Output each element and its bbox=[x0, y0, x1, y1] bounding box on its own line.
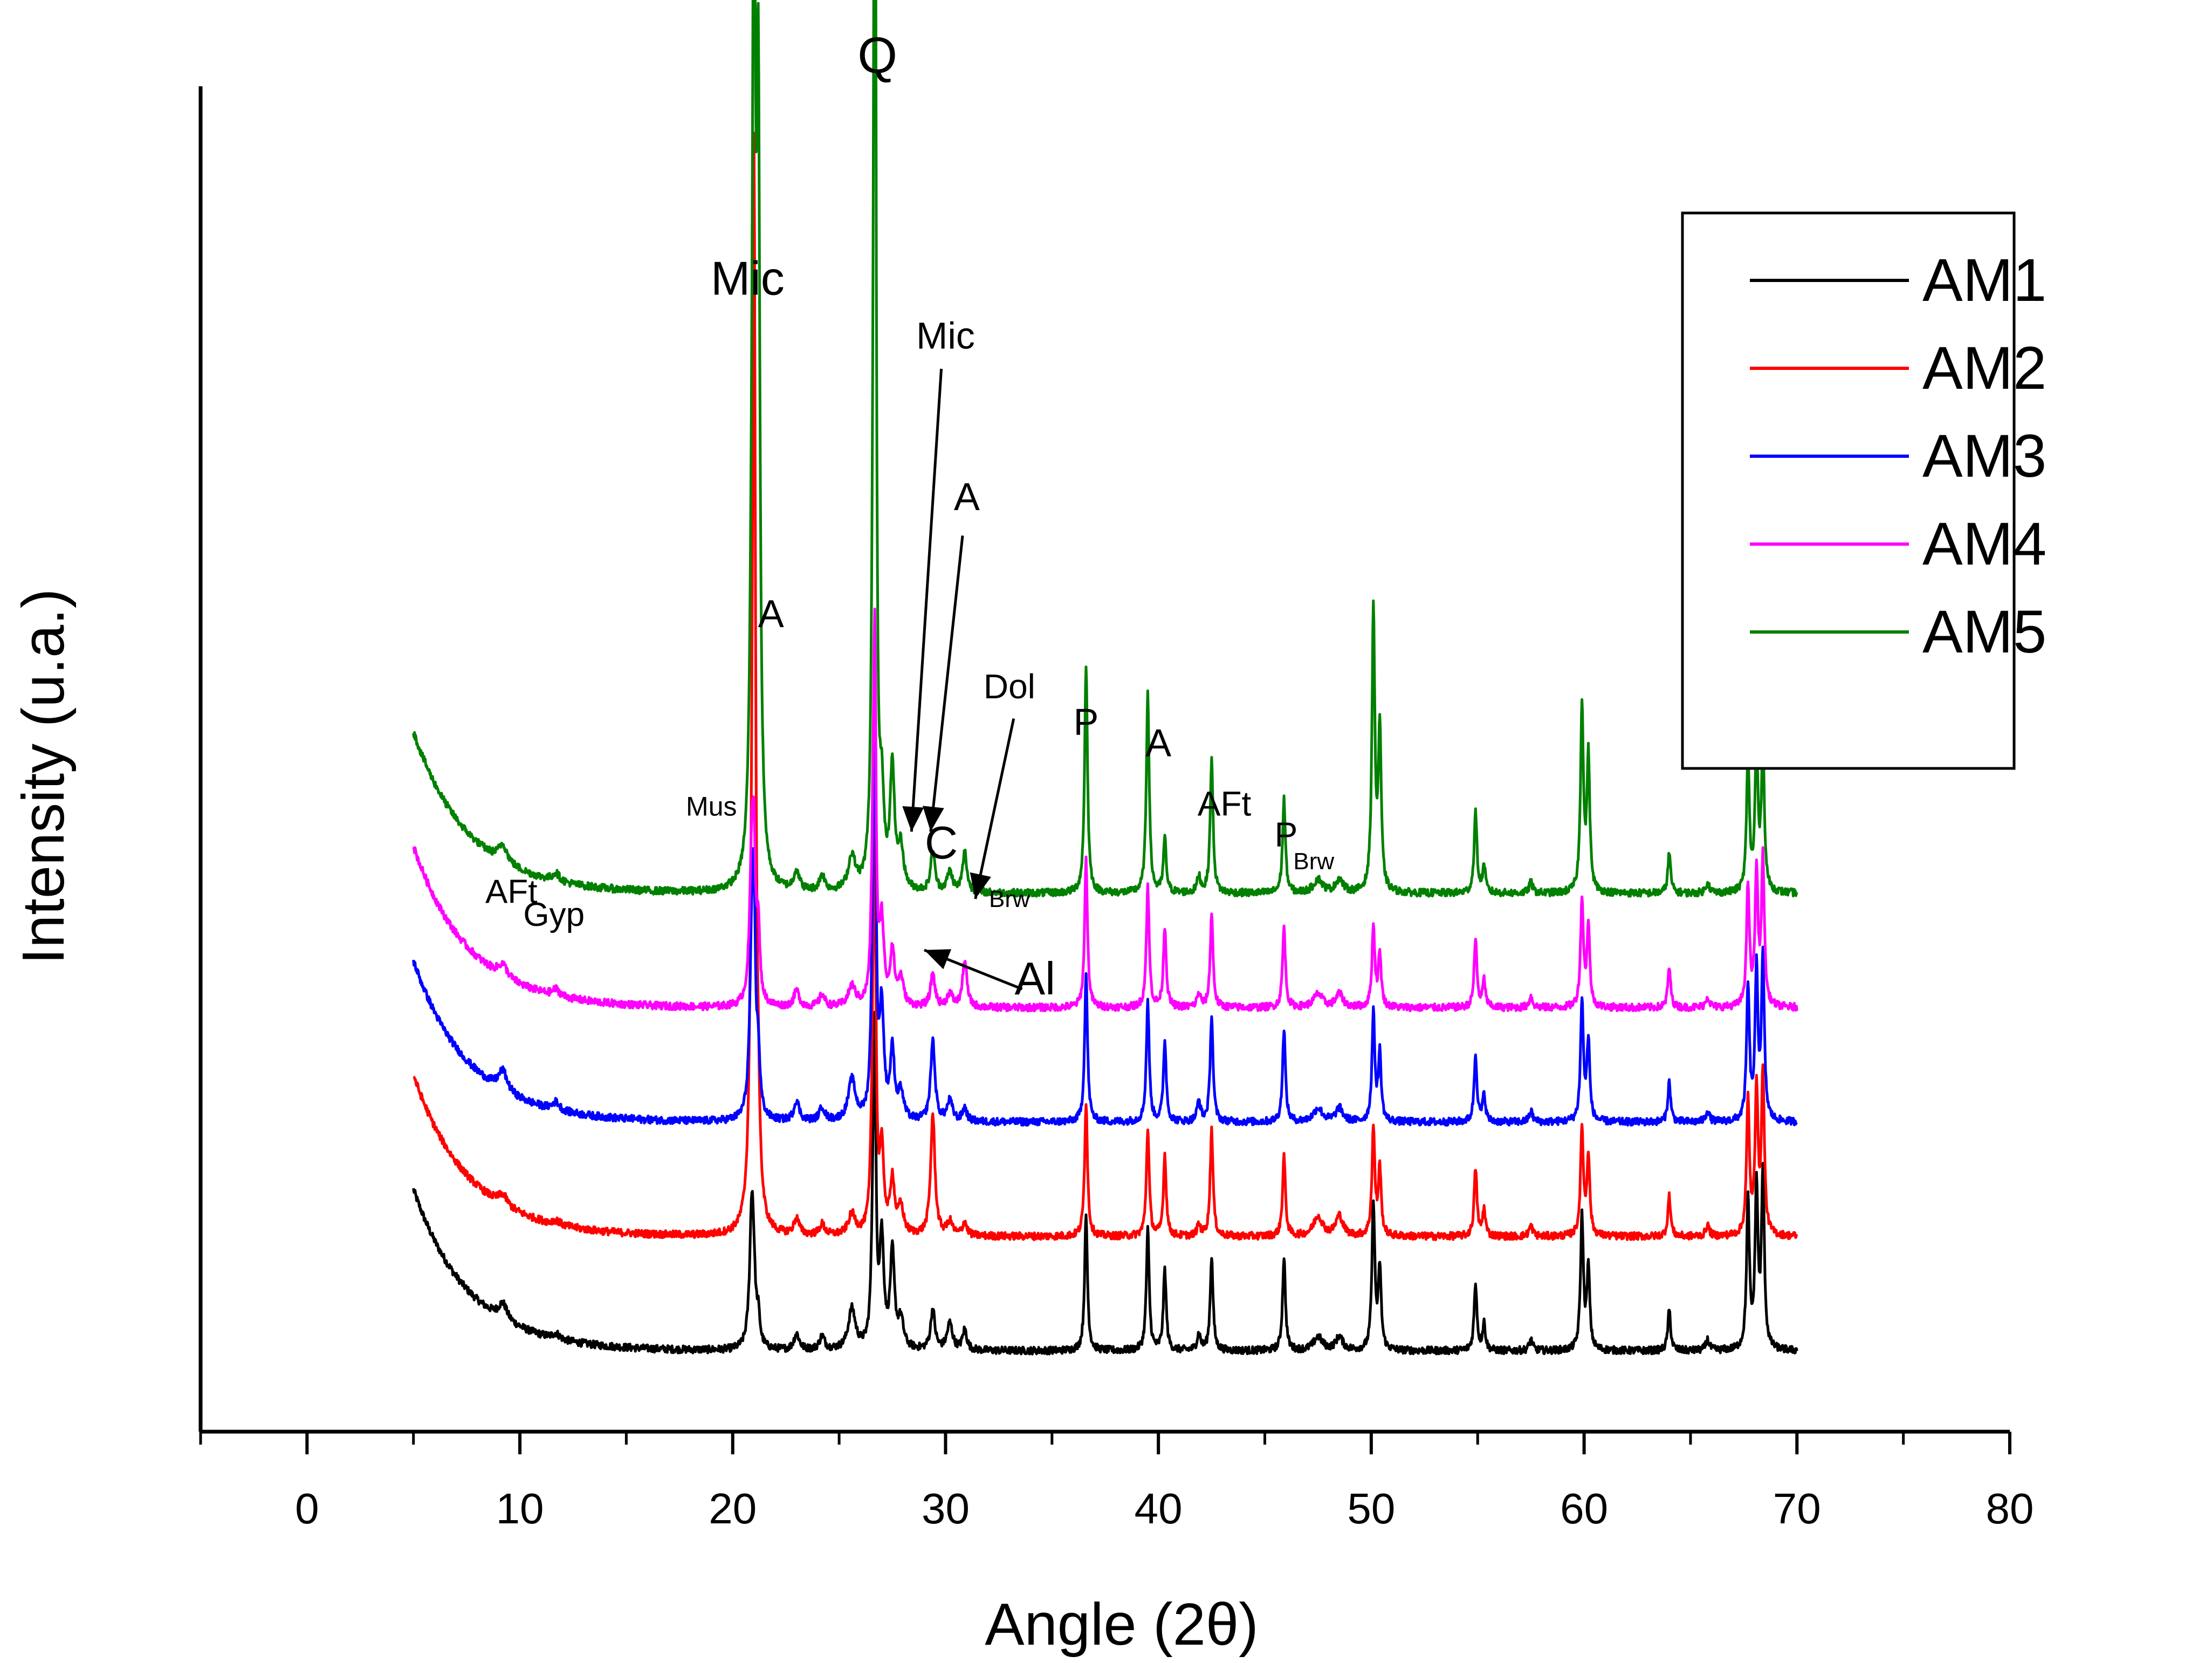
x-tick-label: 80 bbox=[1986, 1485, 2034, 1533]
x-axis-title: Angle (2θ) bbox=[985, 1591, 1259, 1658]
annotation-label: Mic bbox=[916, 315, 975, 357]
annotation-label: A bbox=[1145, 722, 1171, 765]
legend-label-am3: AM3 bbox=[1922, 422, 2046, 490]
legend-box bbox=[1681, 211, 2016, 770]
annotation-label: Brw bbox=[989, 886, 1030, 912]
axes-layer: 0 10 20 30 40 50 60 70 80 bbox=[198, 86, 2034, 1533]
annotation-arrow-shaft bbox=[910, 368, 943, 832]
legend: AM1 AM2 AM3 AM4 AM5 bbox=[1681, 211, 2046, 770]
legend-label-am1: AM1 bbox=[1922, 246, 2046, 314]
legend-label-am5: AM5 bbox=[1922, 598, 2046, 665]
legend-label-am4: AM4 bbox=[1922, 510, 2046, 578]
series-line-am1 bbox=[412, 1011, 1798, 1356]
annotation-label: A bbox=[758, 593, 784, 636]
annotation-label: AFt bbox=[1198, 784, 1252, 823]
x-tick-label: 20 bbox=[709, 1485, 757, 1533]
annotation-arrow-head bbox=[924, 949, 952, 970]
series-line-am2 bbox=[413, 132, 1798, 1241]
annotation-label: Mus bbox=[686, 791, 737, 821]
annotation-label: Dol bbox=[984, 667, 1035, 706]
x-tick-label: 30 bbox=[922, 1485, 970, 1533]
x-tick-label: 60 bbox=[1560, 1485, 1608, 1533]
series-line-am4 bbox=[412, 607, 1798, 1013]
annotation-label: Al bbox=[1014, 953, 1055, 1005]
series-line-am5 bbox=[412, 0, 1798, 898]
annotation-arrow-head bbox=[902, 806, 924, 832]
x-tick-label: 0 bbox=[295, 1485, 319, 1533]
x-tick-label: 70 bbox=[1773, 1485, 1821, 1533]
annotation-label: A bbox=[954, 476, 980, 519]
annotation-arrow-shaft bbox=[974, 718, 1015, 899]
annotation-arrow-shaft bbox=[929, 535, 964, 832]
annotation-label: P bbox=[1275, 815, 1298, 854]
series-layer bbox=[412, 0, 1798, 1356]
annotation-label: Q bbox=[857, 27, 897, 84]
legend-label-am2: AM2 bbox=[1922, 334, 2046, 402]
series-line-am3 bbox=[412, 670, 1798, 1127]
annotation-label: AFt bbox=[485, 873, 537, 910]
annotation-label: Gyp bbox=[523, 896, 585, 933]
annotation-label: Brw bbox=[1293, 848, 1334, 875]
annotation-arrow-head bbox=[922, 806, 944, 832]
y-axis-title: Intensity (u.a.) bbox=[10, 589, 77, 965]
x-tick-label: 10 bbox=[496, 1485, 544, 1533]
annotation-label: Mic bbox=[711, 252, 785, 305]
x-tick-label: 50 bbox=[1347, 1485, 1395, 1533]
x-tick-label: 40 bbox=[1135, 1485, 1183, 1533]
annotation-label: P bbox=[1074, 701, 1099, 743]
annotation-arrow-head bbox=[970, 872, 991, 899]
